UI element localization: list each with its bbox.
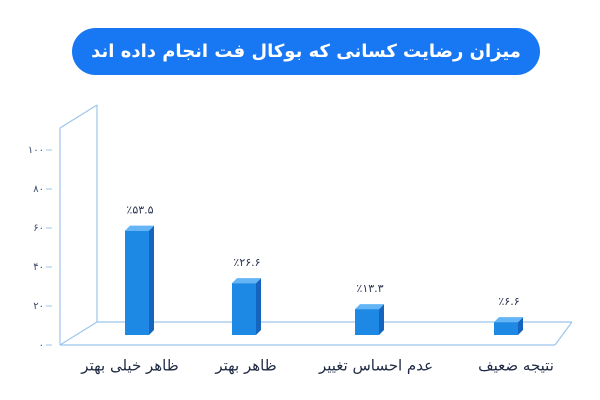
y-tick-label: ۲۰ bbox=[33, 301, 44, 312]
bar bbox=[355, 304, 384, 335]
bar-face bbox=[149, 225, 154, 335]
title-pill bbox=[72, 28, 540, 75]
y-tick-label: ۰ bbox=[39, 340, 44, 351]
bar-face bbox=[379, 304, 384, 335]
bar-face bbox=[494, 317, 523, 323]
y-tick-label: ۶۰ bbox=[33, 223, 44, 234]
x-tick-label: عدم احساس تغییر bbox=[318, 357, 433, 375]
bar bbox=[232, 278, 261, 335]
value-label: ٪۲۶.۶ bbox=[233, 256, 260, 269]
bar-face bbox=[256, 278, 261, 335]
bar bbox=[494, 317, 523, 335]
bar-face bbox=[232, 283, 256, 335]
value-label: ٪۶.۶ bbox=[498, 295, 519, 308]
bar-face bbox=[355, 309, 379, 335]
bar bbox=[125, 225, 154, 335]
bar-face bbox=[232, 278, 261, 284]
bar-face bbox=[518, 317, 523, 335]
x-tick-label: ظاهر خیلی بهتر bbox=[80, 357, 178, 375]
bar-face bbox=[355, 304, 384, 310]
chart-title: میزان رضایت کسانی که بوکال فت انجام داده… bbox=[91, 41, 521, 62]
value-label: ٪۱۳.۳ bbox=[356, 282, 383, 295]
y-tick-label: ۴۰ bbox=[33, 262, 44, 273]
y-tick-label: ۸۰ bbox=[33, 184, 44, 195]
axes-frame bbox=[59, 104, 573, 346]
value-label: ٪۵۳.۵ bbox=[126, 204, 153, 217]
bar-face bbox=[494, 322, 518, 335]
x-tick-label: نتیجه ضعیف bbox=[478, 357, 554, 375]
y-tick-label: ۱۰۰ bbox=[28, 145, 44, 156]
bar-face bbox=[125, 225, 154, 231]
bar-face bbox=[125, 230, 149, 335]
x-tick-label: ظاهر بهتر bbox=[214, 357, 276, 375]
